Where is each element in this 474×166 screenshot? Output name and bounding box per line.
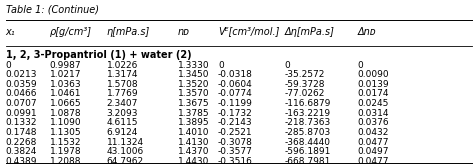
Text: -368.4440: -368.4440 (284, 138, 330, 147)
Text: -0.3577: -0.3577 (218, 147, 253, 156)
Text: nᴅ: nᴅ (178, 27, 190, 37)
Text: 0.1748: 0.1748 (6, 128, 37, 137)
Text: Table 1: (Continue): Table 1: (Continue) (6, 5, 99, 15)
Text: 1.7769: 1.7769 (107, 89, 138, 98)
Text: 0: 0 (218, 61, 224, 70)
Text: 1.3450: 1.3450 (178, 70, 209, 79)
Text: -218.7363: -218.7363 (284, 118, 331, 127)
Text: 0: 0 (6, 61, 11, 70)
Text: 1.2088: 1.2088 (50, 157, 81, 166)
Text: 0.2268: 0.2268 (6, 138, 37, 147)
Text: 1, 2, 3-Propantriol (1) + water (2): 1, 2, 3-Propantriol (1) + water (2) (6, 50, 191, 60)
Text: -0.0604: -0.0604 (218, 80, 253, 89)
Text: -0.1732: -0.1732 (218, 109, 253, 118)
Text: 1.4130: 1.4130 (178, 138, 209, 147)
Text: -35.2572: -35.2572 (284, 70, 325, 79)
Text: 0.3824: 0.3824 (6, 147, 37, 156)
Text: 1.0226: 1.0226 (107, 61, 138, 70)
Text: 1.0878: 1.0878 (50, 109, 82, 118)
Text: Δnᴅ: Δnᴅ (358, 27, 376, 37)
Text: -163.2219: -163.2219 (284, 109, 330, 118)
Text: 64.7962: 64.7962 (107, 157, 144, 166)
Text: 4.6115: 4.6115 (107, 118, 138, 127)
Text: 0.0477: 0.0477 (358, 157, 389, 166)
Text: 1.1978: 1.1978 (50, 147, 82, 156)
Text: 0.0466: 0.0466 (6, 89, 37, 98)
Text: Δη[mPa.s]: Δη[mPa.s] (284, 27, 334, 37)
Text: 1.3174: 1.3174 (107, 70, 138, 79)
Text: 0.0245: 0.0245 (358, 99, 389, 108)
Text: ρ[g/cm³]: ρ[g/cm³] (50, 27, 92, 37)
Text: 0.0376: 0.0376 (358, 118, 390, 127)
Text: -59.3728: -59.3728 (284, 80, 325, 89)
Text: 1.3570: 1.3570 (178, 89, 210, 98)
Text: 1.1090: 1.1090 (50, 118, 82, 127)
Text: 11.1324: 11.1324 (107, 138, 144, 147)
Text: -0.1199: -0.1199 (218, 99, 253, 108)
Text: 1.5708: 1.5708 (107, 80, 138, 89)
Text: -596.1891: -596.1891 (284, 147, 331, 156)
Text: -0.0318: -0.0318 (218, 70, 253, 79)
Text: -285.8703: -285.8703 (284, 128, 331, 137)
Text: 0.0359: 0.0359 (6, 80, 37, 89)
Text: 1.3785: 1.3785 (178, 109, 210, 118)
Text: -0.3078: -0.3078 (218, 138, 253, 147)
Text: 1.3330: 1.3330 (178, 61, 210, 70)
Text: -0.0774: -0.0774 (218, 89, 253, 98)
Text: 0.1332: 0.1332 (6, 118, 37, 127)
Text: x₁: x₁ (6, 27, 15, 37)
Text: Vᴱ[cm³/mol.]: Vᴱ[cm³/mol.] (218, 27, 279, 37)
Text: 6.9124: 6.9124 (107, 128, 138, 137)
Text: 0.0090: 0.0090 (358, 70, 390, 79)
Text: 1.4010: 1.4010 (178, 128, 209, 137)
Text: 0.0174: 0.0174 (358, 89, 389, 98)
Text: 1.1305: 1.1305 (50, 128, 82, 137)
Text: 1.0665: 1.0665 (50, 99, 82, 108)
Text: 0.0213: 0.0213 (6, 70, 37, 79)
Text: 1.3520: 1.3520 (178, 80, 209, 89)
Text: 1.4370: 1.4370 (178, 147, 209, 156)
Text: 0.4389: 0.4389 (6, 157, 37, 166)
Text: -0.3516: -0.3516 (218, 157, 253, 166)
Text: 0.0477: 0.0477 (358, 138, 389, 147)
Text: 1.1532: 1.1532 (50, 138, 81, 147)
Text: 0.0139: 0.0139 (358, 80, 390, 89)
Text: 1.4430: 1.4430 (178, 157, 209, 166)
Text: 1.3895: 1.3895 (178, 118, 210, 127)
Text: 0: 0 (358, 61, 364, 70)
Text: 0.0314: 0.0314 (358, 109, 389, 118)
Text: 0: 0 (284, 61, 290, 70)
Text: -0.2143: -0.2143 (218, 118, 253, 127)
Text: 1.3675: 1.3675 (178, 99, 210, 108)
Text: 1.0363: 1.0363 (50, 80, 82, 89)
Text: -116.6879: -116.6879 (284, 99, 331, 108)
Text: 0.0432: 0.0432 (358, 128, 389, 137)
Text: 0.0497: 0.0497 (358, 147, 389, 156)
Text: -668.7981: -668.7981 (284, 157, 331, 166)
Text: 1.0461: 1.0461 (50, 89, 81, 98)
Text: 0.0991: 0.0991 (6, 109, 37, 118)
Text: -77.0262: -77.0262 (284, 89, 325, 98)
Text: 0.0707: 0.0707 (6, 99, 37, 108)
Text: 3.2093: 3.2093 (107, 109, 138, 118)
Text: 1.0217: 1.0217 (50, 70, 81, 79)
Text: 0.9987: 0.9987 (50, 61, 82, 70)
Text: η[mPa.s]: η[mPa.s] (107, 27, 150, 37)
Text: 2.3407: 2.3407 (107, 99, 138, 108)
Text: -0.2521: -0.2521 (218, 128, 253, 137)
Text: 43.1006: 43.1006 (107, 147, 144, 156)
